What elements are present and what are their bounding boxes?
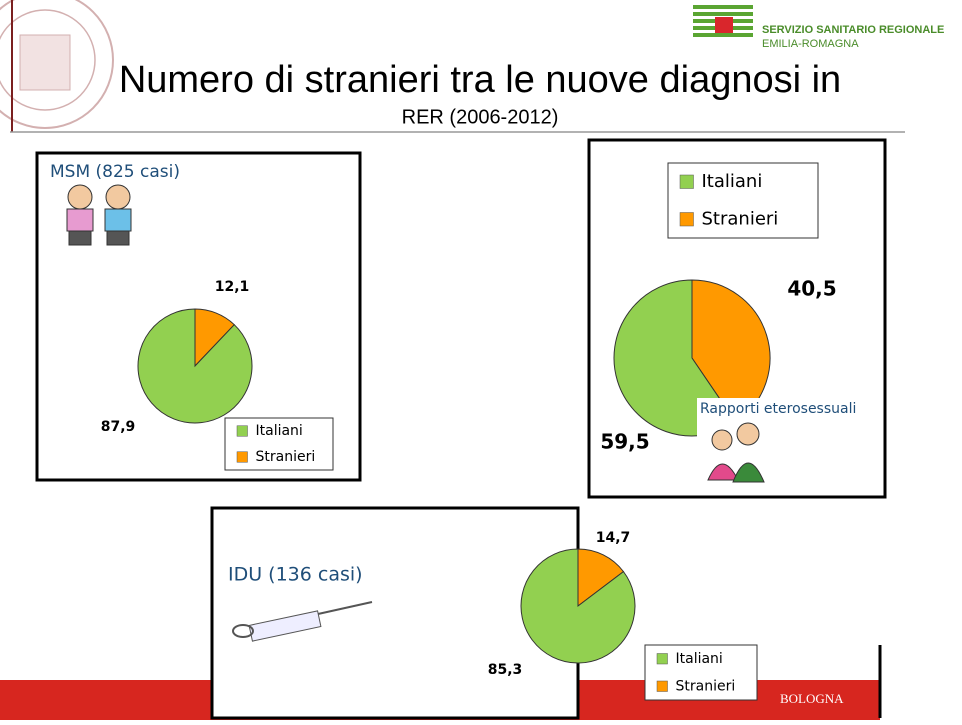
- icon-part: [711, 429, 733, 451]
- data-label: 87,9: [101, 419, 136, 435]
- chart-title: Rapporti eterosessuali: [700, 401, 856, 417]
- pie-slice: [520, 548, 636, 664]
- data-label: 12,1: [215, 279, 250, 295]
- icon-part: [105, 184, 131, 210]
- chart-frame: [210, 506, 580, 720]
- chart: 59,5 40,5 Rapporti eterosessuali Italiani St…: [587, 138, 887, 499]
- icon-part: [732, 462, 765, 483]
- chart-title-box: [697, 398, 877, 420]
- logo-line: SERVIZIO SANITARIO REGIONALE: [762, 24, 944, 36]
- pie-slice: [577, 548, 625, 608]
- data-label: 59,5: [600, 430, 649, 454]
- footer-text: BOLOGNA: [780, 691, 844, 706]
- logo-line: EMILIA-ROMAGNA: [762, 38, 859, 50]
- icon-part: [67, 184, 93, 210]
- legend-swatch: [236, 425, 248, 437]
- regional-logo: SERVIZIO SANITARIO REGIONALE EMILIA-ROMA…: [693, 5, 944, 50]
- chart: 85,3 14,7 IDU (136 casi) Italiani Stranieri: [210, 506, 758, 720]
- legend-swatch: [679, 212, 694, 227]
- chart-title: IDU (136 casi): [228, 564, 363, 586]
- legend-swatch: [236, 451, 248, 463]
- icon-part: [232, 624, 254, 638]
- legend-swatch: [656, 680, 668, 692]
- legend-swatch: [679, 174, 694, 189]
- icon-part: [106, 230, 130, 246]
- legend-label: Italiani: [256, 423, 303, 439]
- legend-label: Stranieri: [702, 208, 779, 229]
- data-label: 40,5: [787, 277, 836, 301]
- chart: 87,9 12,1 MSM (825 casi) Italiani Stranieri: [35, 151, 362, 482]
- data-label: 14,7: [596, 530, 631, 546]
- legend-label: Stranieri: [676, 678, 736, 694]
- legend-label: Italiani: [702, 171, 763, 192]
- icon-part: [68, 230, 92, 246]
- seal: [0, 0, 114, 129]
- icon-part: [104, 208, 132, 232]
- legend-swatch: [656, 653, 668, 665]
- legend-label: Italiani: [676, 651, 723, 667]
- chart-title: MSM (825 casi): [50, 162, 180, 182]
- pie-slice: [137, 308, 253, 424]
- slide-subtitle: RER (2006-2012): [402, 106, 559, 128]
- legend-label: Stranieri: [256, 449, 316, 465]
- slide-title: Numero di stranieri tra le nuove diagnos…: [119, 59, 841, 101]
- icon-part: [736, 422, 760, 446]
- icon-part: [248, 610, 322, 642]
- icon-part: [317, 601, 373, 615]
- data-label: 85,3: [488, 662, 523, 678]
- icon-part: [66, 208, 94, 232]
